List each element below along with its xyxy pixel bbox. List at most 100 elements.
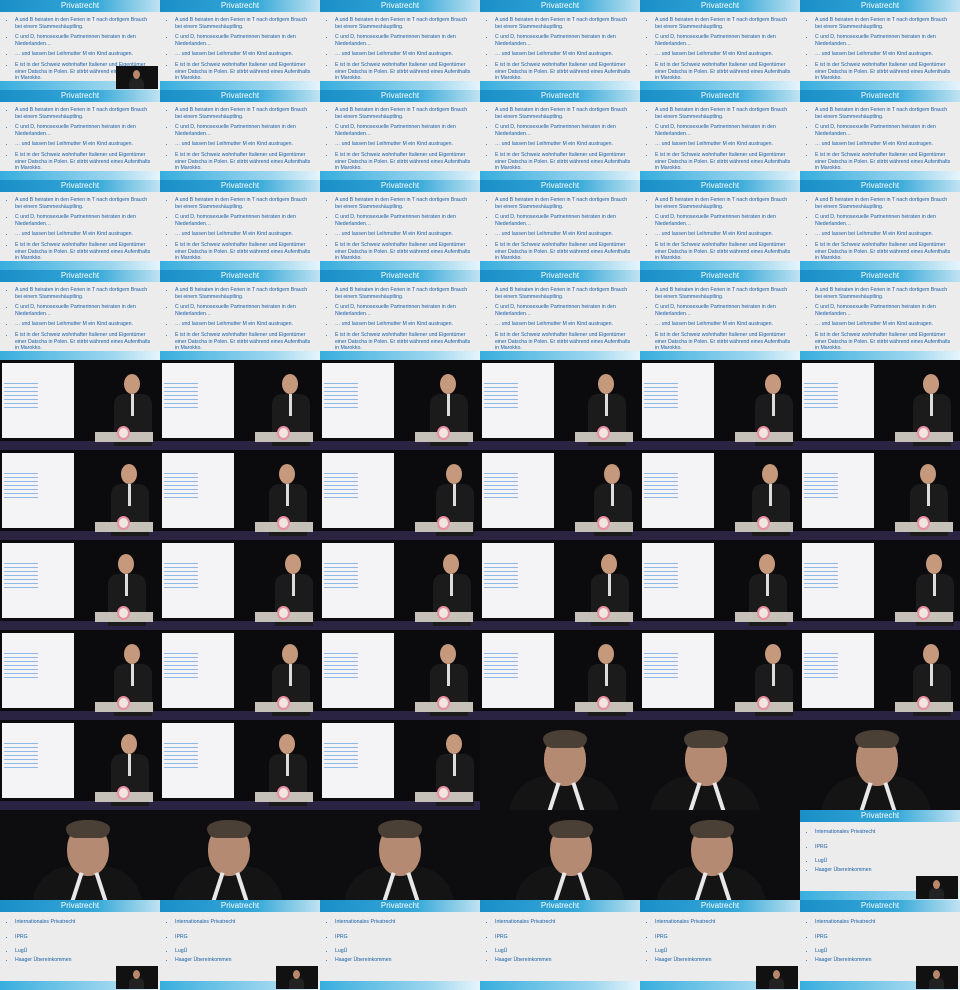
slide-title-bar	[160, 90, 320, 102]
slide-bullet: Haager Übereinkommen	[495, 957, 634, 964]
slide-bullet: A und B heiraten in den Ferien in T nach…	[815, 17, 954, 30]
plush-toy	[917, 516, 930, 530]
slide-bullet: C und D, homosexuelle Partnerinnen heira…	[495, 124, 634, 137]
slide-title-bar	[800, 900, 960, 912]
slide-bullet: C und D, homosexuelle Partnerinnen heira…	[815, 214, 954, 227]
slide-bullet: … und lassen bei Leihmutter M ein Kind a…	[655, 231, 794, 238]
slide-frame: Privatrecht A und B heiraten in den Ferie…	[800, 270, 960, 360]
slide-bullet: E ist in der Schweiz wohnhafter Italiene…	[495, 332, 634, 352]
slide-title: Privatrecht	[860, 811, 900, 820]
projection-screen	[2, 633, 74, 708]
slide-bullet: A und B heiraten in den Ferien in T nach…	[655, 197, 794, 210]
plush-toy	[277, 786, 290, 800]
slide-title: Privatrecht	[60, 271, 100, 280]
stage-floor	[320, 441, 480, 450]
slide-title-bar	[0, 90, 160, 102]
slide-title-bar	[160, 900, 320, 912]
slide-footer-bar	[0, 351, 160, 360]
slide-frame: Privatrecht A und B heiraten in den Ferie…	[800, 90, 960, 180]
slide-footer-bar	[320, 981, 480, 990]
speaker-closeup-frame	[640, 720, 800, 810]
slide-footer-bar	[320, 261, 480, 270]
slide-footer-bar	[800, 891, 960, 900]
stage-frame	[800, 540, 960, 630]
plush-toy	[597, 606, 610, 620]
speaker-hair	[207, 820, 251, 838]
slide-bullet: A und B heiraten in den Ferien in T nach…	[495, 197, 634, 210]
stage-frame	[160, 720, 320, 810]
plush-toy	[117, 516, 130, 530]
plush-toy	[437, 786, 450, 800]
stage-floor	[320, 621, 480, 630]
plush-toy	[277, 696, 290, 710]
slide-bullets: Internationales Privatrecht IPRG LugÜ Haage…	[326, 919, 474, 967]
slide-frame: Privatrecht A und B heiraten in den Ferie…	[480, 0, 640, 90]
slide-bullet: … und lassen bei Leihmutter M ein Kind a…	[655, 51, 794, 58]
slide-bullet: … und lassen bei Leihmutter M ein Kind a…	[175, 141, 314, 148]
slide-bullet: C und D, homosexuelle Partnerinnen heira…	[495, 304, 634, 317]
speaker-closeup-frame	[480, 720, 640, 810]
plush-toy	[917, 426, 930, 440]
stage-frame	[0, 630, 160, 720]
stage-frame	[640, 450, 800, 540]
slide-bullets: Internationales Privatrecht IPRG LugÜ Haage…	[806, 919, 954, 967]
plush-toy	[117, 606, 130, 620]
slide-bullet: A und B heiraten in den Ferien in T nach…	[335, 17, 474, 30]
speaker-closeup-frame	[480, 810, 640, 900]
slide-title: Privatrecht	[60, 91, 100, 100]
slide-title: Privatrecht	[540, 181, 580, 190]
slide-title-bar	[0, 0, 160, 12]
slide-title-bar	[480, 270, 640, 282]
speaker-closeup-frame	[320, 810, 480, 900]
slide-bullets: A und B heiraten in den Ferien in T nach…	[806, 287, 954, 356]
slide-bullets: A und B heiraten in den Ferien in T nach…	[6, 287, 154, 356]
slide-title-bar	[320, 90, 480, 102]
plush-toy	[597, 516, 610, 530]
slide-bullet: C und D, homosexuelle Partnerinnen heira…	[15, 214, 154, 227]
stage-floor	[480, 531, 640, 540]
plush-toy	[117, 786, 130, 800]
slide-title: Privatrecht	[60, 181, 100, 190]
slide-bullet: C und D, homosexuelle Partnerinnen heira…	[655, 214, 794, 227]
speaker-hair	[543, 730, 587, 748]
slide-frame: Privatrecht A und B heiraten in den Ferie…	[0, 90, 160, 180]
stage-floor	[0, 441, 160, 450]
slide-bullet: IPRG	[175, 934, 314, 941]
slide-bullets: A und B heiraten in den Ferien in T nach…	[646, 197, 794, 266]
slide-bullet: … und lassen bei Leihmutter M ein Kind a…	[815, 321, 954, 328]
stage-frame	[320, 540, 480, 630]
stage-floor	[320, 531, 480, 540]
speaker-hair	[378, 820, 422, 838]
slide-bullets: A und B heiraten in den Ferien in T nach…	[806, 197, 954, 266]
stage-floor	[160, 801, 320, 810]
stage-frame	[800, 450, 960, 540]
plush-toy	[597, 426, 610, 440]
slide-bullet: A und B heiraten in den Ferien in T nach…	[815, 197, 954, 210]
slide-footer-bar	[640, 261, 800, 270]
slide-frame: Privatrecht A und B heiraten in den Ferie…	[480, 270, 640, 360]
slide-frame: Privatrecht Internationales Privatrecht IP…	[800, 810, 960, 900]
plush-toy	[757, 606, 770, 620]
slide-bullet: E ist in der Schweiz wohnhafter Italiene…	[815, 62, 954, 82]
slide-frame: Privatrecht A und B heiraten in den Ferie…	[160, 270, 320, 360]
slide-bullets: Internationales Privatrecht IPRG LugÜ Haage…	[166, 919, 314, 967]
slide-frame: Privatrecht A und B heiraten in den Ferie…	[160, 180, 320, 270]
slide-title-bar	[320, 0, 480, 12]
slide-bullet: E ist in der Schweiz wohnhafter Italiene…	[655, 332, 794, 352]
slide-bullets: A und B heiraten in den Ferien in T nach…	[166, 197, 314, 266]
plush-toy	[277, 426, 290, 440]
projection-screen	[162, 543, 234, 618]
slide-title: Privatrecht	[540, 91, 580, 100]
slide-frame: Privatrecht A und B heiraten in den Ferie…	[0, 180, 160, 270]
slide-title: Privatrecht	[700, 1, 740, 10]
projection-screen	[2, 543, 74, 618]
slide-bullet: LugÜ	[175, 948, 314, 955]
slide-bullet: E ist in der Schweiz wohnhafter Italiene…	[175, 62, 314, 82]
slide-bullets: A und B heiraten in den Ferien in T nach…	[486, 107, 634, 176]
slide-bullet: A und B heiraten in den Ferien in T nach…	[175, 17, 314, 30]
speaker-thumbnail	[756, 966, 798, 989]
slide-title: Privatrecht	[220, 901, 260, 910]
speaker-hair	[690, 820, 734, 838]
slide-title-bar	[640, 180, 800, 192]
slide-bullet: … und lassen bei Leihmutter M ein Kind a…	[15, 321, 154, 328]
